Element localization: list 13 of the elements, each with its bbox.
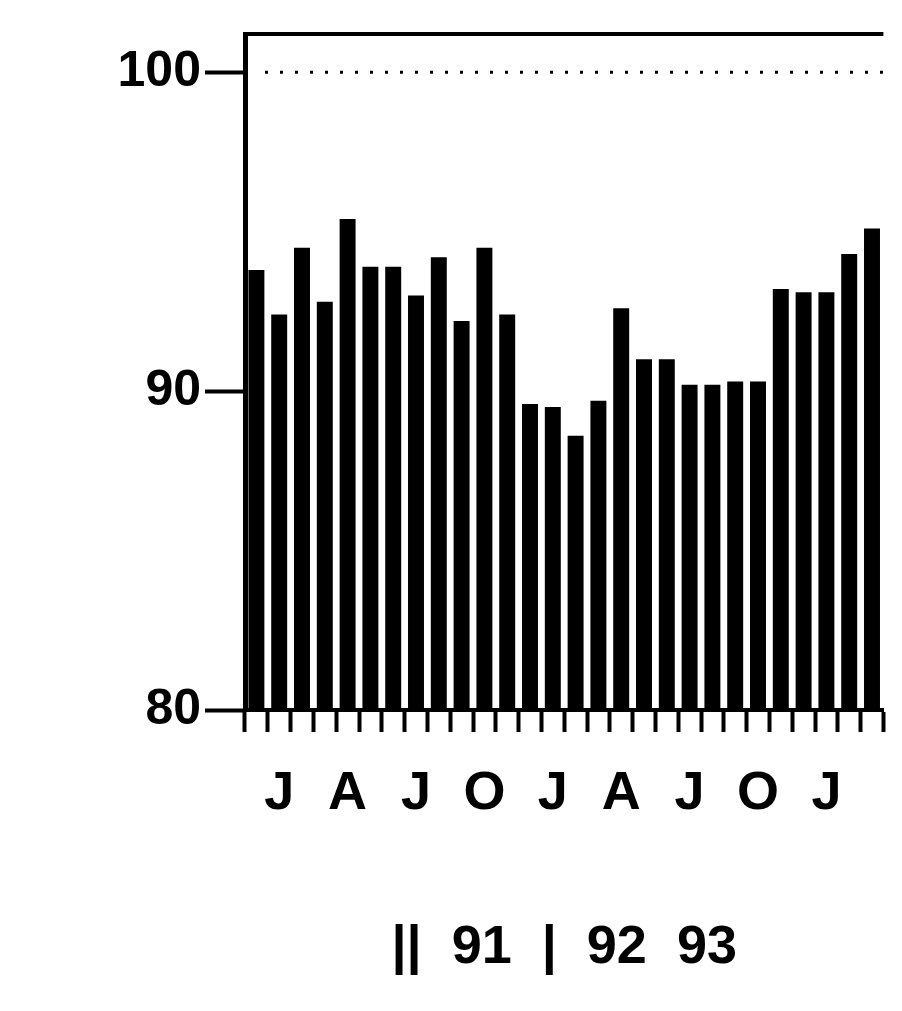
x-tick-label: J bbox=[811, 760, 842, 821]
y-tick-label: 80 bbox=[145, 678, 201, 735]
x-tick-label: O bbox=[736, 760, 780, 821]
x-axis-title: || 91 | 92 93 bbox=[391, 914, 737, 977]
y-tick-label: 100 bbox=[117, 41, 201, 98]
x-tick-label: J bbox=[674, 760, 705, 821]
x-tick-label: J bbox=[400, 760, 432, 821]
x-tick-label: J bbox=[264, 760, 295, 821]
x-tick-label: O bbox=[463, 760, 506, 821]
y-tick-label: 90 bbox=[145, 359, 201, 416]
x-tick-label: J bbox=[537, 760, 568, 821]
x-tick-label: A bbox=[328, 760, 368, 821]
x-tick-label: A bbox=[601, 760, 641, 821]
